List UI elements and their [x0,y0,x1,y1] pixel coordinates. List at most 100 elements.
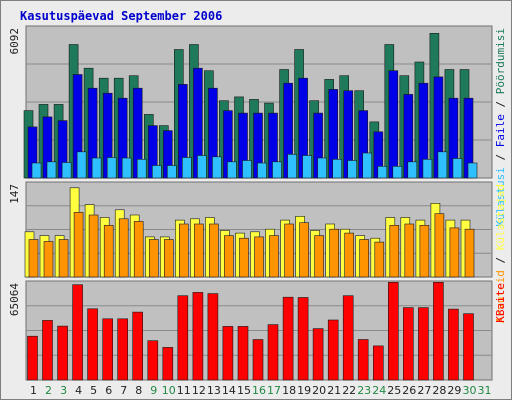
panel-3: 65064 KBaite [8,280,507,381]
day-label-21: 21 [327,384,341,397]
bar-Külastusi-day-23 [362,152,373,179]
chart-title: Kasutuspäevad September 2006 [20,9,222,23]
bar-Külastusi-day-4 [76,151,87,179]
bar-Külastusi-day-7 [121,157,132,179]
day-label-1: 1 [30,384,37,397]
bar-KBaite-day-4 [72,284,83,381]
bar-Külastusi-day-18 [287,154,297,179]
legend-separator: / [494,250,507,270]
day-label-24: 24 [372,384,386,397]
bar-Arvuteid-day-3 [58,239,69,278]
bar-Külastusi-day-14 [227,161,237,179]
bar-Arvuteid-day-10 [164,239,174,278]
bar-Külastusi-day-11 [182,157,192,179]
legend-item: Külastusi [494,167,507,227]
panel-2: 147 Arvuteid / Külastajad [8,181,507,323]
day-label-2: 2 [45,384,52,397]
bar-Arvuteid-day-28 [434,213,445,278]
bar-Külastusi-day-26 [407,161,418,179]
bar-KBaite-day-12 [192,292,204,381]
day-label-18: 18 [282,384,296,397]
bar-Arvuteid-day-27 [419,225,430,278]
bar-KBaite-day-1 [27,335,38,381]
bar-Arvuteid-day-23 [359,239,370,278]
bar-KBaite-day-8 [132,311,143,381]
bar-KBaite-day-10 [162,347,174,381]
bar-KBaite-day-17 [267,324,279,381]
bar-Arvuteid-day-8 [133,221,144,278]
series-legend: Arvuteid / Külastajad [494,184,507,323]
legend-item: Külastajad [494,184,507,250]
bar-Külastusi-day-15 [242,160,252,179]
bar-KBaite-day-3 [57,325,68,381]
bar-Arvuteid-day-2 [43,241,54,278]
day-label-4: 4 [75,384,82,397]
bar-Arvuteid-day-20 [314,235,324,278]
bar-Külastusi-day-3 [61,162,72,179]
bar-Arvuteid-day-13 [209,223,219,278]
bar-KBaite-day-5 [87,308,98,381]
day-label-14: 14 [222,384,236,397]
day-label-22: 22 [342,384,356,397]
bar-Arvuteid-day-21 [329,228,340,278]
day-label-3: 3 [60,384,67,397]
legend-item: KBaite [494,283,507,323]
chart-panels: 6092 Külastusi / Faile / Pöördumisi 147 Arv… [8,25,507,381]
bar-Külastusi-day-9 [152,165,162,179]
bar-Arvuteid-day-14 [224,235,234,278]
bar-KBaite-day-11 [177,295,189,381]
bar-KBaite-day-26 [402,307,414,381]
bar-Külastusi-day-24 [377,166,388,179]
bar-KBaite-day-22 [342,295,354,381]
bar-Külastusi-day-28 [437,151,448,179]
legend-separator: / [494,94,507,114]
day-label-20: 20 [312,384,326,397]
day-label-23: 23 [357,384,371,397]
bar-Külastusi-day-16 [257,162,267,179]
bar-KBaite-day-30 [463,313,474,381]
bar-Arvuteid-day-9 [149,239,159,278]
day-label-29: 29 [447,384,461,397]
legend-separator: / [494,147,507,167]
day-label-17: 17 [267,384,281,397]
day-label-11: 11 [177,384,191,397]
bar-Arvuteid-day-16 [254,236,264,278]
day-label-28: 28 [432,384,446,397]
bar-KBaite-day-16 [252,339,264,381]
bar-KBaite-day-6 [102,318,113,381]
day-label-25: 25 [387,384,401,397]
bar-Külastusi-day-12 [197,155,207,179]
day-labels: 1 2 3 4 5 6 7 8 9 10 11 12 13 14 15 16 17 18 19 20 21 22 23 24 2… [30,384,492,397]
bar-Arvuteid-day-6 [103,225,114,278]
bar-Faile-day-25 [388,70,399,179]
bar-KBaite-day-14 [222,326,234,381]
bar-Arvuteid-day-22 [344,232,355,278]
panel-1: 6092 Külastusi / Faile / Pöördumisi [8,25,507,227]
day-label-26: 26 [402,384,416,397]
legend-item: Faile [494,114,507,147]
day-label-7: 7 [120,384,127,397]
day-label-30: 30 [463,384,477,397]
bar-KBaite-day-15 [237,326,249,381]
bar-Arvuteid-day-12 [194,223,204,278]
bar-KBaite-day-2 [42,320,53,381]
bar-Arvuteid-day-1 [28,239,39,278]
bar-Arvuteid-day-24 [374,241,385,278]
bar-Külastusi-day-27 [422,159,433,179]
day-label-5: 5 [90,384,97,397]
bar-Arvuteid-day-4 [73,212,84,278]
day-label-8: 8 [135,384,142,397]
legend-item: Pöördumisi [494,28,507,94]
bar-Arvuteid-day-19 [299,222,309,278]
bar-Arvuteid-day-5 [88,214,99,278]
bar-Külastusi-day-10 [167,165,177,179]
bar-Külastusi-day-30 [467,162,478,179]
day-label-13: 13 [207,384,221,397]
bar-KBaite-day-27 [418,307,429,381]
day-label-10: 10 [162,384,176,397]
bar-Külastusi-day-5 [91,157,102,179]
bar-Arvuteid-day-30 [464,228,475,278]
bar-KBaite-day-13 [207,293,219,381]
